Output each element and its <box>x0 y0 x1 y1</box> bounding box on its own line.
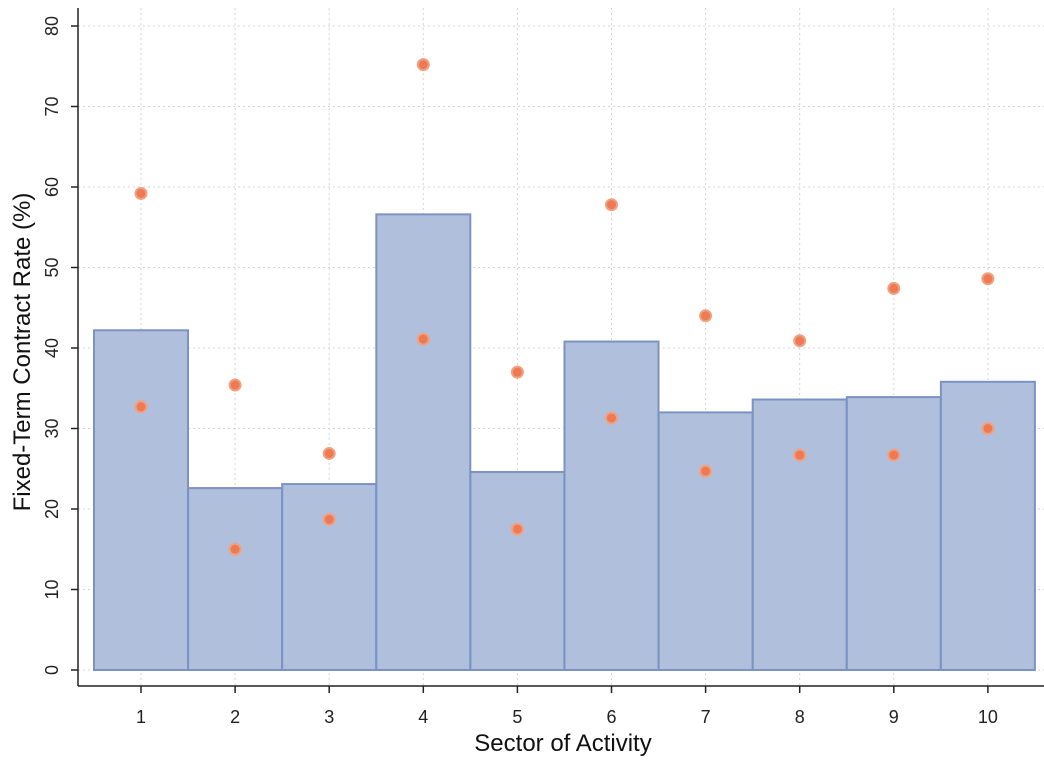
scatter-point <box>981 422 995 435</box>
scatter-point <box>228 378 242 392</box>
y-tick-label: 80 <box>42 16 62 36</box>
x-tick-label: 6 <box>606 707 616 727</box>
x-tick-label: 7 <box>701 707 711 727</box>
x-axis-title: Sector of Activity <box>474 730 651 757</box>
y-tick-label: 20 <box>42 499 62 519</box>
scatter-point <box>699 309 713 323</box>
scatter-point <box>887 448 901 462</box>
y-tick-label: 10 <box>42 579 62 599</box>
bar <box>469 470 566 671</box>
scatter-point <box>134 186 148 200</box>
x-tick-label: 10 <box>978 707 998 727</box>
scatter-point <box>699 464 713 478</box>
scatter-point <box>228 542 242 556</box>
y-tick-label: 60 <box>42 177 62 197</box>
bar <box>93 329 189 671</box>
scatter-point <box>510 365 524 379</box>
scatter-point <box>981 272 995 286</box>
scatter-point <box>416 332 430 346</box>
bar <box>751 398 848 671</box>
x-tick-label: 5 <box>512 707 522 727</box>
bar <box>845 396 942 671</box>
y-tick-label: 0 <box>42 665 62 675</box>
scatter-point <box>134 400 148 414</box>
scatter-point <box>605 411 618 425</box>
bars-layer <box>93 213 1036 672</box>
x-tick-label: 3 <box>324 707 334 727</box>
x-tick-label: 9 <box>889 707 899 727</box>
scatter-point <box>416 58 430 72</box>
scatter-point <box>605 198 618 212</box>
bar <box>281 483 378 672</box>
scatter-point <box>510 522 524 536</box>
bar <box>375 213 472 671</box>
x-tick-label: 4 <box>418 707 428 727</box>
scatter-point <box>322 446 336 460</box>
y-tick-label: 50 <box>42 257 62 277</box>
x-tick-label: 1 <box>136 707 146 727</box>
scatter-point <box>793 448 807 462</box>
scatter-point <box>793 334 807 348</box>
points-layer <box>134 58 995 556</box>
scatter-point <box>887 281 901 295</box>
ticks-layer: 0 10 20 30 40 50 60 70 80 1 2 3 4 5 6 7 8 9 10 <box>42 16 998 727</box>
x-tick-label: 8 <box>795 707 805 727</box>
y-tick-label: 70 <box>42 96 62 116</box>
scatter-point <box>322 512 336 526</box>
y-tick-label: 40 <box>42 338 62 358</box>
y-tick-label: 30 <box>42 418 62 438</box>
x-tick-label: 2 <box>230 707 240 727</box>
bar <box>657 411 754 671</box>
bar <box>187 487 284 671</box>
bar <box>563 340 660 671</box>
y-axis-title: Fixed-Term Contract Rate (%) <box>9 193 36 512</box>
axes-layer <box>77 8 1044 687</box>
